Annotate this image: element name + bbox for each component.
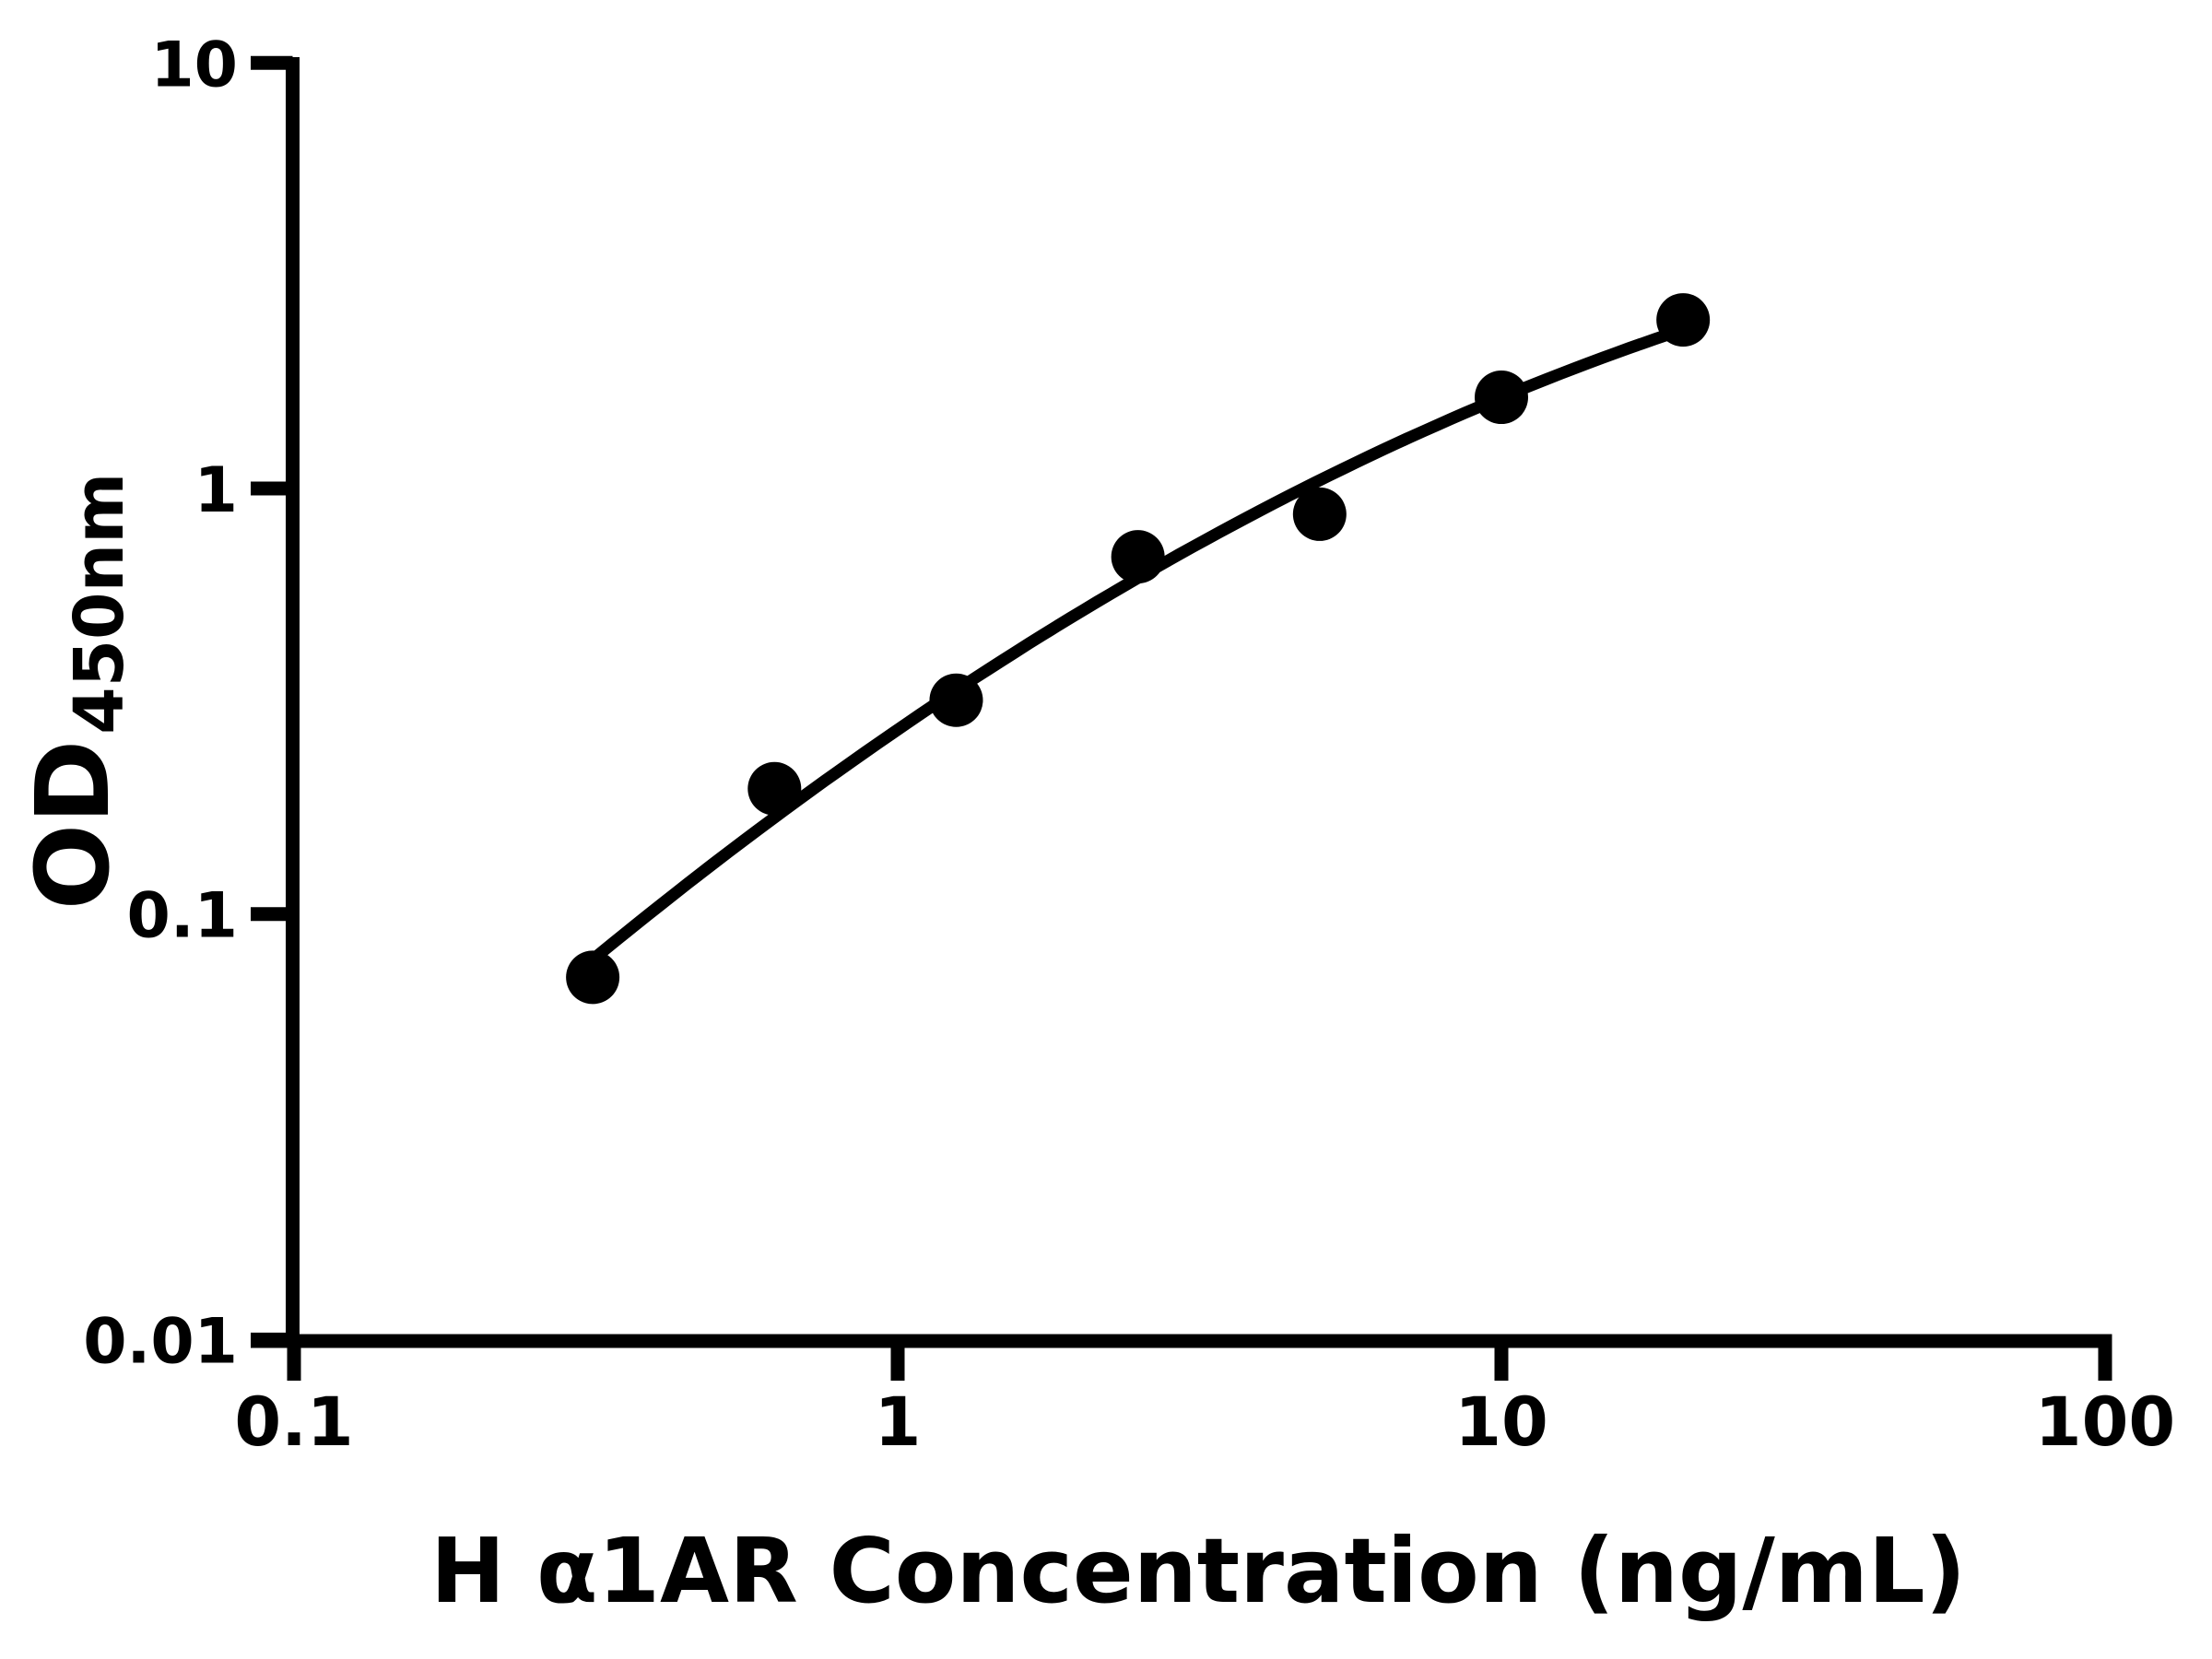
y-tick-label-0.01: 0.01 bbox=[83, 1305, 238, 1378]
x-axis-title: H α1AR Concentration (ng/mL) bbox=[430, 1519, 1966, 1623]
axis-ticks bbox=[251, 55, 2112, 1381]
x-tick-label-10: 10 bbox=[1454, 1383, 1548, 1462]
data-points bbox=[566, 293, 1711, 1005]
x-tick-label-0.1: 0.1 bbox=[234, 1383, 353, 1462]
data-point-x20 bbox=[1656, 293, 1711, 347]
y-tick-label-10: 10 bbox=[150, 29, 238, 101]
y-axis-title: OD 450nm bbox=[14, 473, 139, 911]
y-tick-label-1: 1 bbox=[194, 454, 238, 527]
data-point-x2.5 bbox=[1111, 530, 1165, 584]
x-tick-label-1: 1 bbox=[875, 1383, 922, 1462]
data-point-x0.625 bbox=[747, 761, 802, 816]
y-tick-label-0.1: 0.1 bbox=[127, 880, 238, 953]
x-tick-label-100: 100 bbox=[2035, 1383, 2175, 1462]
data-point-x1.25 bbox=[929, 673, 983, 727]
fit-curve bbox=[586, 324, 1689, 966]
data-point-x5 bbox=[1292, 487, 1347, 541]
y-axis-title-subscript: 450nm bbox=[60, 473, 139, 735]
data-point-x0.3125 bbox=[566, 950, 620, 1005]
y-axis-title-main: OD bbox=[14, 740, 132, 911]
axes bbox=[251, 57, 2112, 1348]
fit-curve-line bbox=[586, 324, 1689, 966]
data-point-x10 bbox=[1475, 371, 1528, 425]
